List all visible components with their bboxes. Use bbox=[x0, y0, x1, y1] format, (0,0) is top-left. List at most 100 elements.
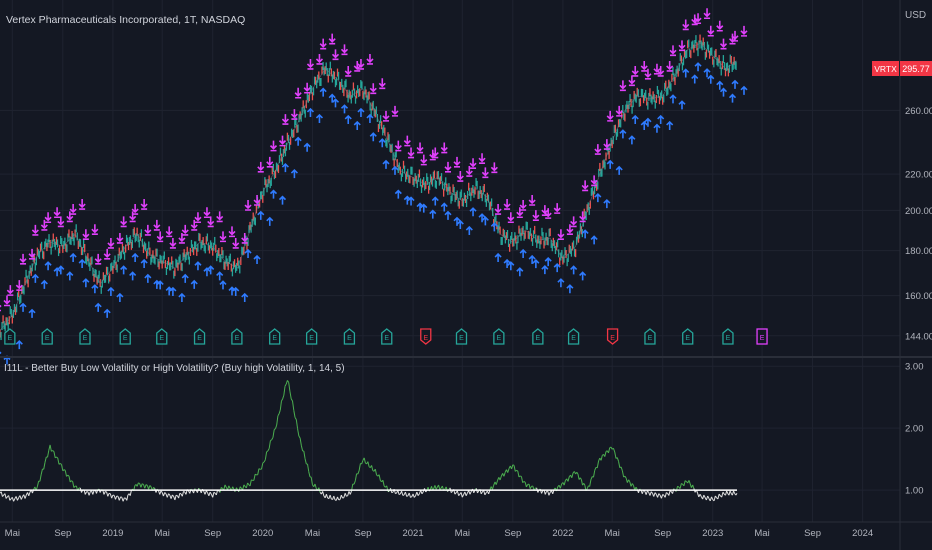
indicator-segment bbox=[416, 491, 419, 496]
indicator-segment bbox=[524, 482, 527, 488]
buy-signal-icon bbox=[116, 292, 124, 302]
buy-signal-icon bbox=[278, 195, 287, 205]
indicator-segment bbox=[402, 494, 405, 496]
buy-signal-icon bbox=[581, 229, 589, 239]
sell-signal-icon bbox=[144, 224, 152, 236]
sell-signal-icon bbox=[682, 19, 690, 31]
earnings-beat-icon[interactable] bbox=[4, 328, 16, 345]
buy-signal-icon bbox=[465, 225, 473, 236]
sell-signal-icon bbox=[669, 45, 677, 57]
indicator-segment bbox=[84, 491, 88, 495]
earnings-beat-icon[interactable] bbox=[567, 328, 580, 345]
indicator-segment bbox=[263, 459, 266, 463]
earnings-miss-icon[interactable] bbox=[606, 328, 619, 345]
earnings-upcoming-icon[interactable] bbox=[756, 328, 768, 345]
indicator-segment bbox=[232, 486, 235, 490]
earnings-beat-icon[interactable] bbox=[305, 328, 318, 345]
indicator-segment bbox=[477, 490, 480, 494]
indicator-segment bbox=[340, 494, 344, 499]
earnings-beat-icon[interactable] bbox=[119, 328, 131, 345]
indicator-segment bbox=[183, 490, 185, 493]
buy-signal-icon bbox=[628, 135, 636, 145]
earnings-beat-icon[interactable] bbox=[156, 328, 168, 345]
buy-signal-icon bbox=[290, 168, 298, 179]
indicator-tick-label: 1.00 bbox=[905, 486, 924, 497]
indicator-segment bbox=[164, 492, 167, 495]
earnings-beat-icon[interactable] bbox=[682, 328, 694, 345]
indicator-segment bbox=[13, 498, 16, 502]
indicator-segment bbox=[298, 435, 301, 439]
earnings-beat-icon[interactable] bbox=[493, 328, 505, 345]
time-tick-label: Mai bbox=[5, 528, 20, 539]
indicator-segment bbox=[621, 470, 625, 478]
indicator-segment bbox=[289, 391, 292, 400]
earnings-beat-icon[interactable] bbox=[193, 328, 206, 345]
sell-signal-icon bbox=[407, 147, 415, 159]
buy-signal-icon bbox=[716, 80, 724, 90]
sell-signal-icon bbox=[178, 232, 186, 244]
indicator-axis[interactable]: 1.00 2.00 3.00 bbox=[905, 362, 924, 497]
indicator-segment bbox=[596, 460, 600, 468]
buy-signal-icon bbox=[407, 196, 415, 206]
buy-signal-icon bbox=[169, 286, 177, 296]
indicator-segment bbox=[406, 495, 409, 497]
indicator-segment bbox=[721, 492, 724, 498]
sell-signal-icon bbox=[241, 232, 249, 244]
sell-signal-icon bbox=[707, 25, 715, 37]
indicator-segment bbox=[413, 495, 417, 498]
price-axis[interactable]: 144.00 160.00 180.00 200.00 220.00 260.00 bbox=[905, 106, 932, 342]
sell-signal-icon bbox=[120, 216, 128, 228]
indicator-segment bbox=[262, 461, 265, 464]
buy-signal-icon bbox=[207, 265, 215, 275]
indicator-segment bbox=[63, 469, 66, 471]
earnings-beat-icon[interactable] bbox=[231, 328, 243, 345]
indicator-segment bbox=[223, 484, 226, 491]
earnings-beat-icon[interactable] bbox=[722, 328, 734, 345]
buy-signal-icon bbox=[640, 120, 648, 130]
indicator-segment bbox=[288, 382, 291, 392]
indicator-segment bbox=[88, 491, 91, 496]
buy-signal-icon bbox=[740, 85, 748, 95]
earnings-beat-icon[interactable] bbox=[343, 328, 356, 345]
indicator-segment bbox=[276, 415, 279, 426]
indicator-segment bbox=[162, 492, 166, 497]
buy-signal-icon bbox=[532, 259, 540, 269]
indicator-segment bbox=[729, 490, 732, 494]
earnings-beat-icon[interactable] bbox=[455, 328, 468, 345]
indicator-series bbox=[0, 380, 738, 502]
earnings-beat-icon[interactable] bbox=[381, 328, 393, 345]
time-tick-label: 2020 bbox=[252, 528, 273, 539]
time-tick-label: Mai bbox=[754, 528, 769, 539]
earnings-beat-icon[interactable] bbox=[41, 328, 53, 345]
time-tick-label: Sep bbox=[355, 528, 372, 539]
indicator-segment bbox=[516, 469, 518, 472]
time-axis[interactable]: Mai Sep 2019 Mai Sep 2020 Mai Sep 2021 Mai Sep 2022… bbox=[5, 528, 874, 539]
indicator-segment bbox=[579, 477, 582, 480]
indicator-segment bbox=[735, 492, 738, 496]
indicator-segment bbox=[5, 496, 8, 499]
sell-signal-icon bbox=[31, 224, 39, 236]
sell-signal-icon bbox=[281, 114, 289, 125]
sell-signal-icon bbox=[232, 237, 240, 249]
indicator-segment bbox=[129, 490, 132, 496]
buy-signal-icon bbox=[28, 308, 36, 318]
sell-signal-icon bbox=[266, 156, 274, 168]
indicator-segment bbox=[631, 483, 634, 486]
earnings-miss-icon[interactable] bbox=[420, 328, 432, 345]
earnings-beat-icon[interactable] bbox=[269, 328, 281, 345]
indicator-segment bbox=[507, 468, 510, 473]
earnings-beat-icon[interactable] bbox=[532, 328, 544, 345]
indicator-segment bbox=[266, 450, 269, 453]
indicator-segment bbox=[577, 473, 580, 480]
buy-signal-icon bbox=[682, 68, 690, 78]
sell-signal-icon bbox=[129, 211, 137, 223]
sell-signal-icon bbox=[207, 216, 215, 228]
indicator-segment bbox=[593, 470, 596, 478]
indicator-segment bbox=[612, 448, 616, 453]
earnings-beat-icon[interactable] bbox=[644, 328, 656, 345]
buy-signal-icon bbox=[678, 100, 686, 110]
buy-signal-icon bbox=[429, 209, 437, 219]
earnings-beat-icon[interactable] bbox=[79, 328, 91, 345]
indicator-segment bbox=[513, 465, 516, 472]
